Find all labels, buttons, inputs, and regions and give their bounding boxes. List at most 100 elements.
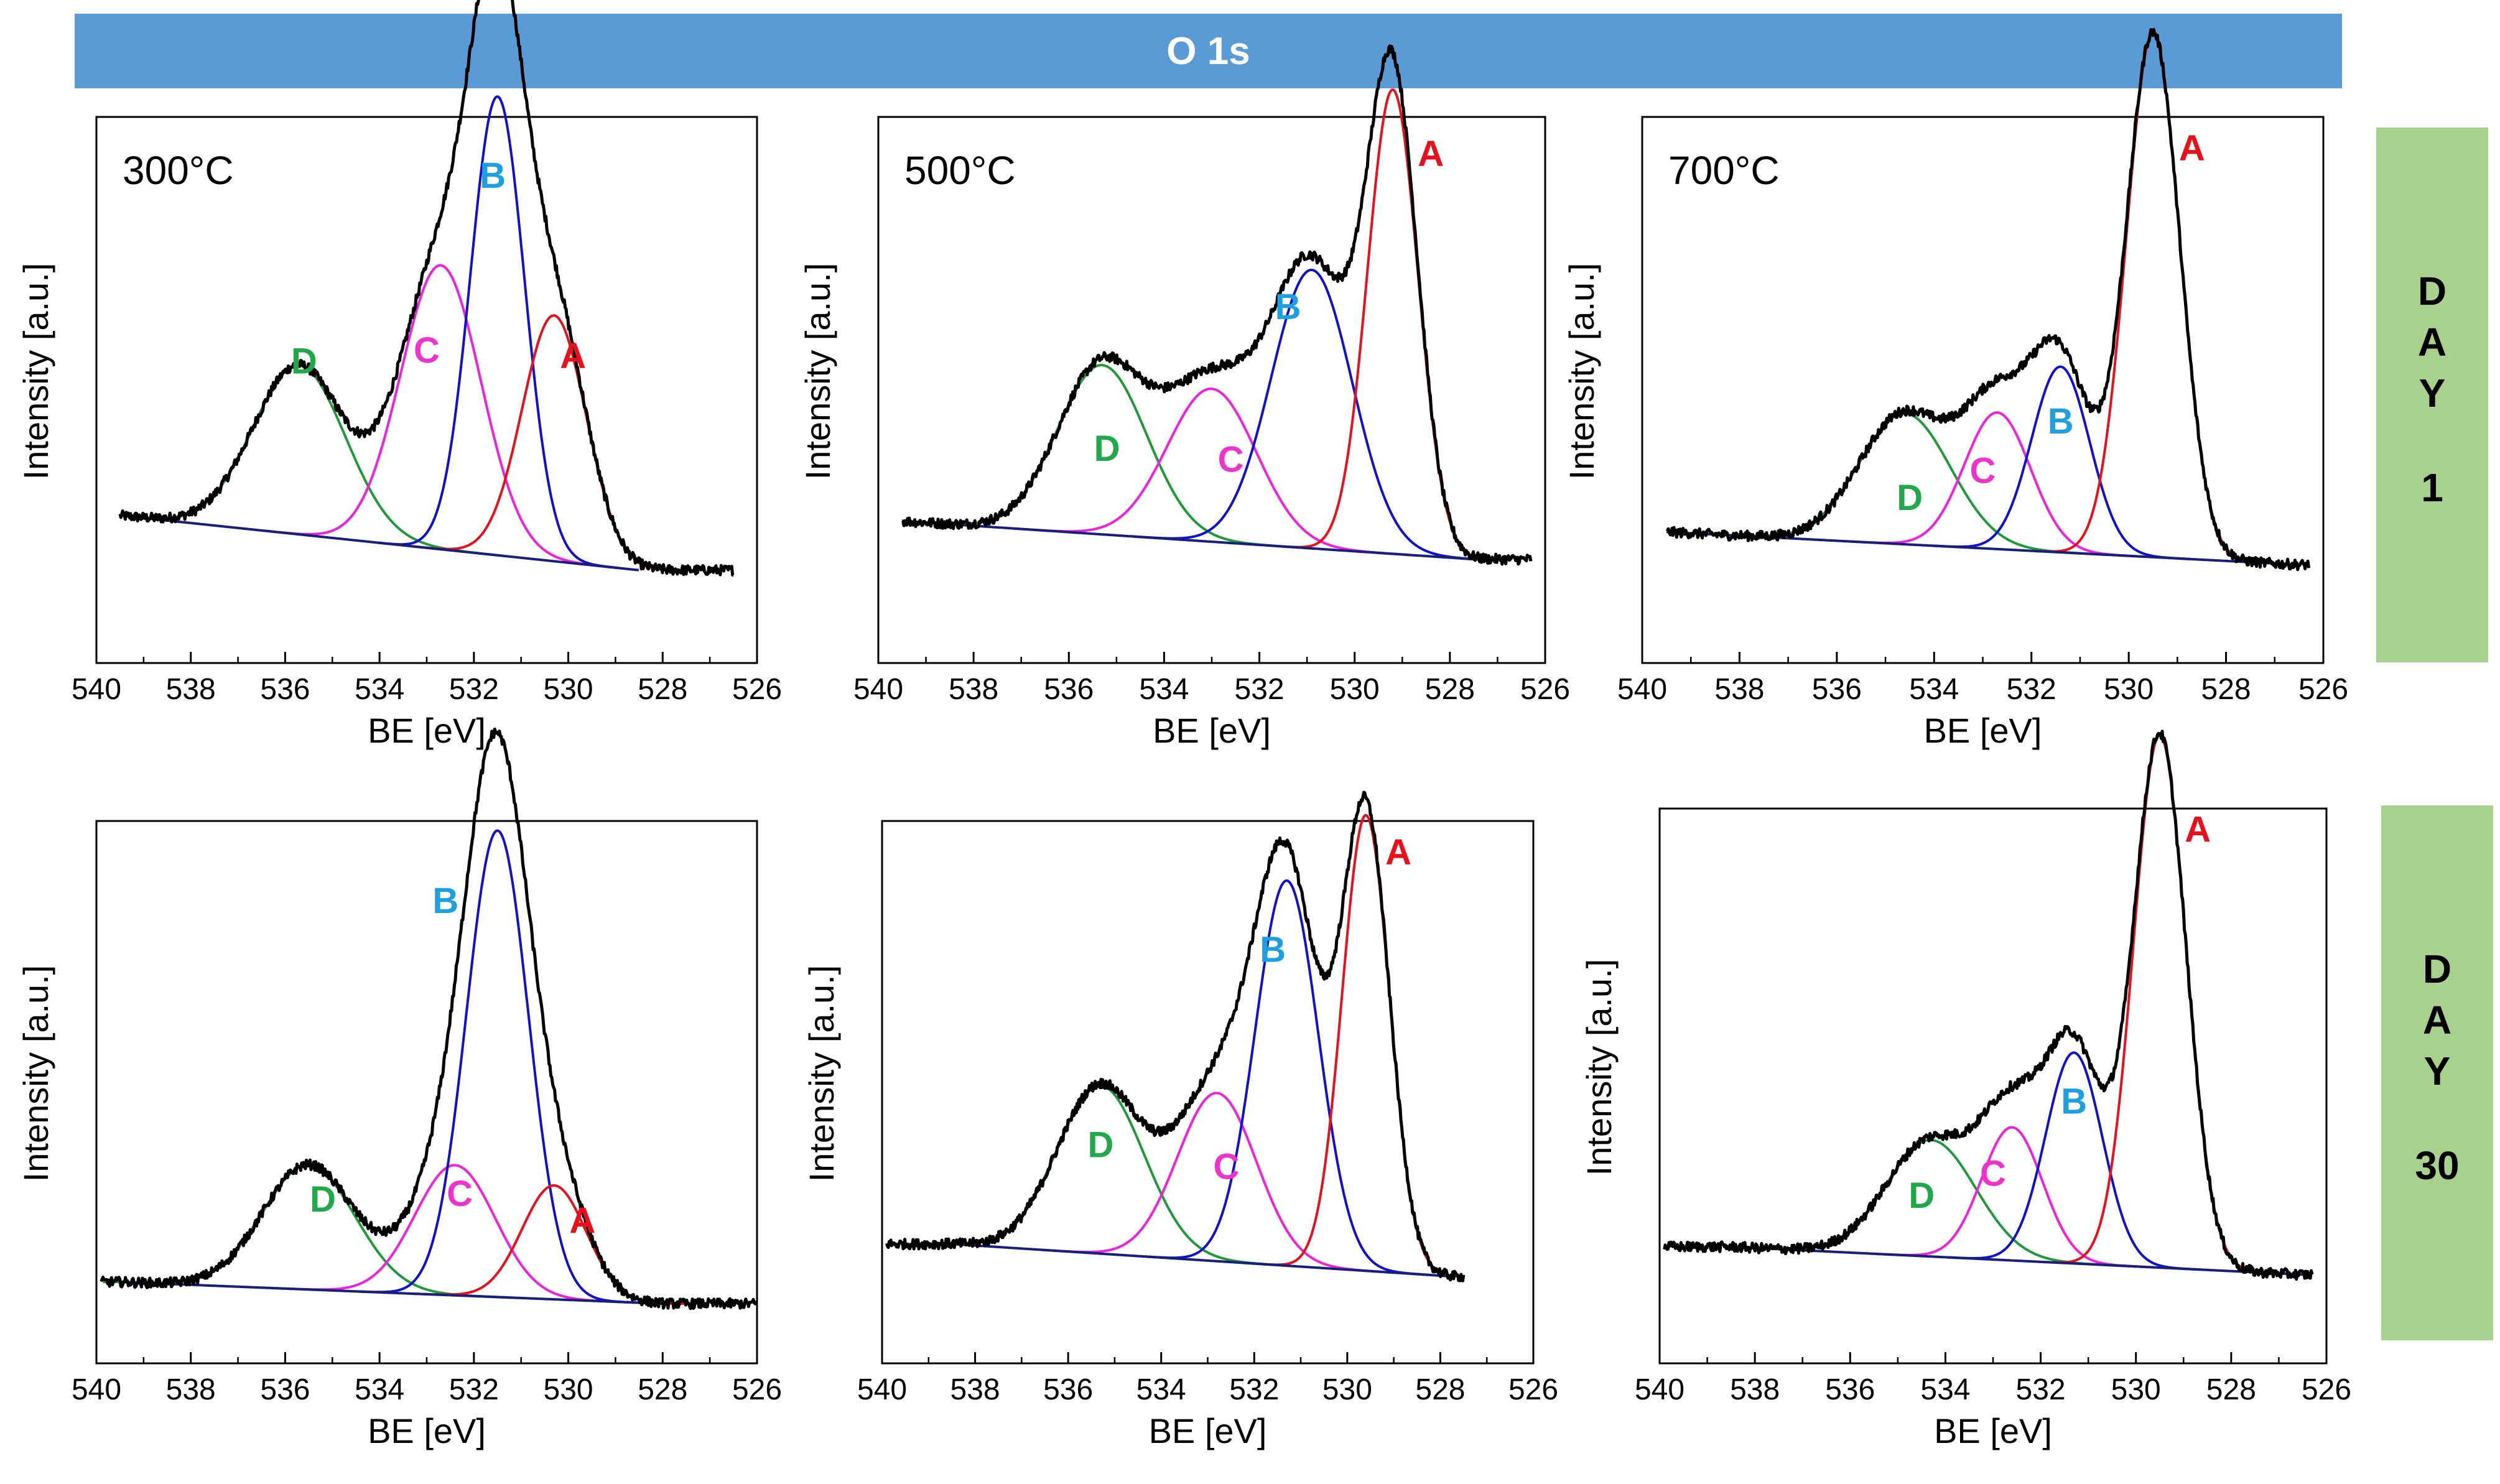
peak-label-A: A [560, 336, 586, 376]
peak-label-A: A [569, 1201, 595, 1241]
y-axis-label: Intensity [a.u.] [798, 263, 837, 480]
peak-label-C: C [1218, 440, 1244, 480]
baseline-curve [902, 519, 1474, 561]
x-tick-label: 534 [355, 673, 404, 706]
x-tick-label: 532 [449, 1373, 499, 1406]
component-C-curve [1013, 387, 1411, 557]
x-axis-label: BE [eV] [1149, 1411, 1267, 1450]
chart-panel-6: 540 538 536 534 532 530 528 526 BE [eV] Intensity… [1579, 730, 2351, 1450]
envelope-curve [118, 0, 735, 577]
baseline-curve [119, 1281, 663, 1305]
peak-label-D: D [291, 341, 317, 382]
x-tick-label: 540 [72, 673, 121, 706]
baseline-curve [119, 514, 639, 572]
day-30-number: 30 [2415, 1143, 2460, 1188]
x-tick-label: 528 [1415, 1373, 1465, 1406]
x-tick-label: 536 [260, 673, 310, 706]
peak-label-B: B [2048, 401, 2074, 442]
x-tick-label: 526 [2302, 1373, 2351, 1406]
x-tick-label: 534 [355, 1373, 404, 1406]
day-1-letter: Y [2419, 371, 2446, 415]
x-axis-label: BE [eV] [1924, 711, 2042, 750]
component-C-curve [276, 1164, 634, 1304]
peak-label-B: B [1275, 287, 1301, 327]
x-tick-label: 530 [1330, 673, 1380, 706]
day-30-letter: Y [2423, 1049, 2451, 1093]
component-C-curve [1041, 1092, 1394, 1274]
envelope-curve [1665, 27, 2310, 572]
x-tick-label: 538 [166, 1373, 216, 1406]
plot-frame [95, 116, 758, 664]
envelope-curve [885, 791, 1466, 1282]
x-tick-label: 530 [544, 1373, 593, 1406]
chart-panel-3: 540 538 536 534 532 530 528 526 BE [eV] Intensity… [1562, 27, 2348, 750]
x-tick-label: 530 [1322, 1373, 1372, 1406]
chart-panel-4: 540 538 536 534 532 530 528 526 BE [eV] Intensity… [16, 727, 782, 1450]
x-tick-label: 528 [2206, 1373, 2256, 1406]
day-1-label: D A Y 1 [2376, 128, 2488, 662]
envelope-curve [1663, 730, 2314, 1281]
x-tick-label: 532 [2016, 1373, 2066, 1406]
x-tick-label: 528 [638, 1373, 687, 1406]
x-tick-label: 534 [1909, 673, 1959, 706]
peak-label-A: A [1385, 832, 1411, 873]
temperature-label: 700°C [1668, 148, 1780, 193]
component-C-curve [261, 264, 620, 570]
peak-label-B: B [1260, 930, 1286, 970]
x-tick-label: 532 [1235, 673, 1285, 706]
peak-label-B: B [432, 881, 458, 921]
day-1-number: 1 [2421, 465, 2443, 510]
envelope-curve [901, 44, 1533, 566]
peak-label-B: B [480, 155, 506, 196]
x-tick-label: 536 [1825, 1373, 1875, 1406]
x-tick-label: 538 [1714, 673, 1764, 706]
x-tick-label: 528 [2201, 673, 2251, 706]
x-tick-label: 534 [1136, 1373, 1186, 1406]
day-30-letter: D [2422, 947, 2452, 991]
x-tick-label: 534 [1139, 673, 1189, 706]
chart-panel-2: 540 538 536 534 532 530 528 526 BE [eV] Intensity… [798, 44, 1570, 750]
component-B-curve [1931, 365, 2190, 560]
x-tick-label: 528 [1425, 673, 1475, 706]
component-D-curve [119, 364, 505, 557]
baseline-curve [1731, 1245, 2303, 1276]
peak-label-A: A [1418, 134, 1444, 174]
figure-title: O 1s [75, 14, 2342, 88]
component-C-curve [1877, 1126, 2148, 1269]
x-tick-label: 530 [2111, 1373, 2161, 1406]
temperature-label: 500°C [904, 148, 1016, 193]
component-B-curve [1145, 879, 1429, 1276]
peak-label-D: D [310, 1179, 336, 1220]
temperature-label: 300°C [123, 148, 234, 193]
day-30-letter: A [2422, 998, 2452, 1042]
y-axis-label: Intensity [a.u.] [1562, 263, 1601, 480]
x-tick-label: 532 [1229, 1373, 1279, 1406]
x-tick-label: 530 [2104, 673, 2154, 706]
peak-label-D: D [1908, 1176, 1935, 1216]
x-tick-label: 540 [1635, 1373, 1684, 1406]
chart-panel-1: 540 538 536 534 532 530 528 526 BE [eV] Intensity… [16, 0, 782, 750]
peak-label-C: C [414, 330, 440, 371]
x-tick-label: 536 [1812, 673, 1862, 706]
x-tick-label: 538 [949, 673, 998, 706]
component-B-curve [376, 95, 618, 570]
peak-label-A: A [2179, 128, 2205, 169]
peak-label-C: C [1213, 1147, 1239, 1187]
x-axis-label: BE [eV] [368, 1411, 486, 1450]
component-A-curve [411, 314, 698, 572]
x-tick-label: 540 [857, 1373, 907, 1406]
chart-panel-5: 540 538 536 534 532 530 528 526 BE [eV] Intensity… [802, 791, 1558, 1450]
x-tick-label: 526 [732, 673, 782, 706]
x-axis-label: BE [eV] [368, 711, 486, 750]
x-tick-label: 540 [72, 1373, 121, 1406]
peak-label-B: B [2061, 1082, 2087, 1122]
x-axis-label: BE [eV] [1153, 711, 1271, 750]
peak-label-C: C [1970, 450, 1996, 491]
x-tick-label: 526 [2298, 673, 2348, 706]
peak-label-C: C [447, 1174, 473, 1214]
component-A-curve [1280, 88, 1506, 561]
y-axis-label: Intensity [a.u.] [16, 263, 55, 480]
day-1-letter: A [2417, 320, 2447, 364]
x-tick-label: 528 [638, 673, 687, 706]
